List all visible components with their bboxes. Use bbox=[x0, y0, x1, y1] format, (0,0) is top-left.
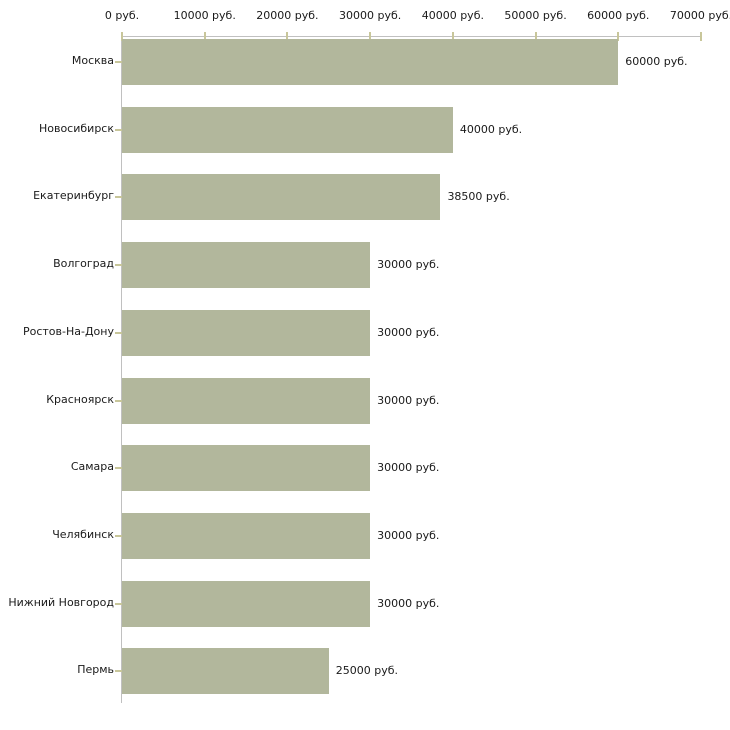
bar-row: 30000 руб. bbox=[122, 580, 701, 627]
salary-bar bbox=[122, 242, 371, 289]
bar-row: 30000 руб. bbox=[122, 512, 701, 559]
category-label: Екатеринбург bbox=[33, 189, 114, 203]
y-axis-tick bbox=[115, 602, 122, 605]
plot-area: 0 руб. 10000 руб. 20000 руб. 30000 руб. 4000… bbox=[105, 9, 730, 703]
salary-bar bbox=[122, 174, 441, 221]
x-axis-tick-label: 40000 руб. bbox=[421, 9, 484, 22]
y-axis-tick bbox=[115, 534, 122, 537]
x-axis-tick bbox=[203, 32, 206, 41]
y-axis-tick bbox=[115, 264, 122, 267]
bar-row: 30000 руб. bbox=[122, 377, 701, 424]
bar-row: 30000 руб. bbox=[122, 309, 701, 356]
salary-bar bbox=[122, 39, 619, 85]
category-label: Челябинск bbox=[52, 527, 114, 541]
category-label: Волгоград bbox=[53, 257, 114, 271]
x-axis-tick bbox=[451, 32, 454, 41]
x-axis-tick-label: 70000 руб. bbox=[669, 9, 730, 22]
category-label: Красноярск bbox=[46, 392, 114, 406]
x-axis-tick-label: 50000 руб. bbox=[504, 9, 567, 22]
y-axis-tick bbox=[115, 670, 122, 673]
category-label: Москва bbox=[71, 54, 114, 67]
x-axis-tick-label: 0 руб. bbox=[104, 9, 140, 22]
x-axis-tick bbox=[700, 32, 702, 41]
category-label: Новосибирск bbox=[38, 121, 114, 135]
bar-value-label: 40000 руб. bbox=[459, 122, 523, 136]
salary-bar bbox=[122, 377, 371, 424]
x-axis-tick bbox=[286, 32, 289, 41]
y-axis-tick bbox=[115, 61, 122, 63]
salary-bar bbox=[122, 580, 371, 627]
salary-bar bbox=[122, 106, 453, 153]
bar-value-label: 30000 руб. bbox=[377, 258, 440, 272]
bar-row: 40000 руб. bbox=[122, 106, 701, 153]
x-axis-tick-label: 60000 руб. bbox=[587, 9, 650, 22]
x-axis-tick-label: 30000 руб. bbox=[339, 9, 402, 22]
y-axis-tick bbox=[115, 128, 122, 131]
bar-value-label: 30000 руб. bbox=[377, 461, 440, 475]
category-label: Ростов-На-Дону bbox=[22, 324, 114, 338]
bar-row: 30000 руб. bbox=[122, 445, 701, 492]
y-axis-tick bbox=[115, 331, 122, 334]
salary-bar bbox=[122, 445, 371, 492]
bar-value-label: 30000 руб. bbox=[377, 596, 440, 610]
category-label: Нижний Новгород bbox=[8, 595, 114, 609]
y-axis-tick bbox=[115, 467, 122, 470]
bar-row: 38500 руб. bbox=[122, 174, 701, 221]
y-axis-tick bbox=[115, 399, 122, 402]
bar-value-label: 60000 руб. bbox=[625, 55, 688, 68]
bar-value-label: 38500 руб. bbox=[447, 190, 510, 204]
x-axis-tick-label: 10000 руб. bbox=[173, 9, 236, 22]
x-axis-tick bbox=[121, 32, 123, 41]
category-label: Самара bbox=[70, 460, 114, 474]
salary-bar bbox=[122, 648, 329, 695]
salary-bar bbox=[122, 512, 371, 559]
bar-row: 25000 руб. bbox=[122, 648, 701, 695]
salary-bar bbox=[122, 309, 371, 356]
bar-value-label: 30000 руб. bbox=[377, 528, 440, 542]
bar-row: 60000 руб. bbox=[122, 39, 701, 85]
category-label: Пермь bbox=[77, 663, 114, 677]
x-axis-tick bbox=[369, 32, 372, 41]
x-axis-tick bbox=[617, 32, 620, 41]
bar-value-label: 30000 руб. bbox=[377, 393, 440, 407]
bar-value-label: 30000 руб. bbox=[377, 325, 440, 339]
x-axis-tick-label: 20000 руб. bbox=[256, 9, 319, 22]
bar-row: 30000 руб. bbox=[122, 242, 701, 289]
x-axis-tick bbox=[534, 32, 537, 41]
y-axis-tick bbox=[115, 196, 122, 199]
bar-value-label: 25000 руб. bbox=[335, 664, 399, 678]
